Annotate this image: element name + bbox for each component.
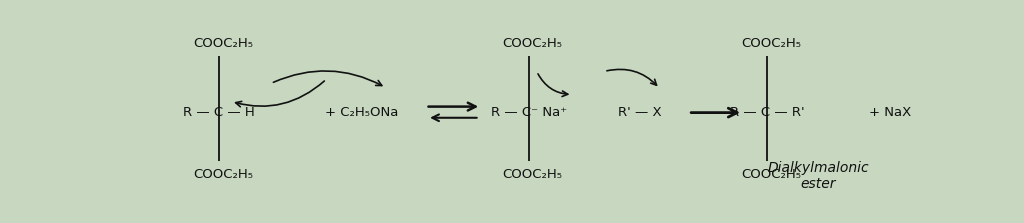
Text: R' — X: R' — X — [618, 106, 662, 119]
Text: + C₂H₅ONa: + C₂H₅ONa — [326, 106, 398, 119]
Text: COOC₂H₅: COOC₂H₅ — [740, 37, 801, 50]
Text: Dialkylmalonic
ester: Dialkylmalonic ester — [768, 161, 869, 191]
Text: COOC₂H₅: COOC₂H₅ — [194, 37, 253, 50]
Text: COOC₂H₅: COOC₂H₅ — [740, 167, 801, 181]
Text: R — C⁻ Na⁺: R — C⁻ Na⁺ — [490, 106, 567, 119]
Text: COOC₂H₅: COOC₂H₅ — [503, 37, 563, 50]
Text: + NaX: + NaX — [868, 106, 911, 119]
Text: R — C — R': R — C — R' — [729, 106, 804, 119]
Text: R — C — H: R — C — H — [183, 106, 255, 119]
Text: COOC₂H₅: COOC₂H₅ — [503, 167, 563, 181]
Text: COOC₂H₅: COOC₂H₅ — [194, 167, 253, 181]
